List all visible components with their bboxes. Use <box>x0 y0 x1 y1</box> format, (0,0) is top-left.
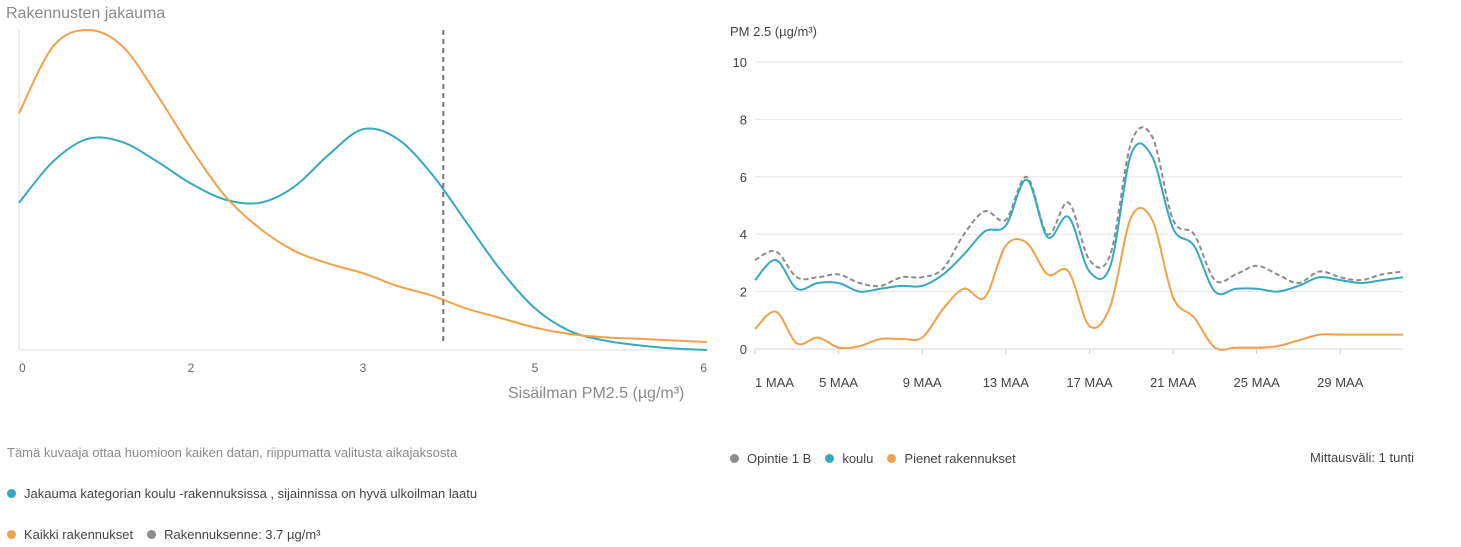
right-x-tick-label: 13 MAA <box>983 375 1030 390</box>
legend-row-2: Kaikki rakennukset Rakennuksenne: 3.7 µg… <box>7 527 334 542</box>
density-line-orange <box>18 28 708 343</box>
left-x-tick-label: 3 <box>360 361 367 375</box>
teal-dot-icon <box>825 454 835 463</box>
right-y-tick-label: 2 <box>740 285 747 300</box>
legend-series-a[interactable]: Jakauma kategorian koulu -rakennuksissa … <box>7 486 477 501</box>
right-x-tick-label: 25 MAA <box>1234 375 1281 390</box>
right-x-tick-label: 17 MAA <box>1066 375 1113 390</box>
right-legend: Opintie 1 B koulu Pienet rakennukset <box>730 451 1030 466</box>
density-line-teal <box>18 127 708 351</box>
legend-s3-label: Pienet rakennukset <box>904 451 1016 466</box>
distribution-chart: 0 2 3 5 6 <box>18 28 708 375</box>
orange-dot-icon <box>7 530 16 539</box>
right-x-tick-label: 5 MAA <box>819 375 858 390</box>
pm25-timeseries-chart: PM 2.5 (µg/m³) 0 2 4 6 8 10 1 MAA 5 MAA 9 MAA 13… <box>730 24 1404 390</box>
left-x-axis-title: Sisäilman PM2.5 (µg/m³) <box>508 385 685 402</box>
left-x-tick-label: 5 <box>532 361 539 375</box>
left-x-tick-label: 2 <box>188 361 195 375</box>
orange-dot-icon <box>887 454 897 463</box>
right-x-tick-label: 21 MAA <box>1150 375 1197 390</box>
legend-s2-label: koulu <box>842 451 874 466</box>
teal-dot-icon <box>7 489 16 498</box>
left-chart-title: Rakennusten jakauma <box>6 5 166 22</box>
legend-series-a-label: Jakauma kategorian koulu -rakennuksissa … <box>24 486 478 501</box>
legend-series-b[interactable]: Kaikki rakennukset <box>7 527 133 542</box>
right-y-tick-label: 4 <box>740 227 747 242</box>
right-y-axis-title: PM 2.5 (µg/m³) <box>730 24 817 39</box>
legend-series-b-label: Kaikki rakennukset <box>24 527 134 542</box>
legend-marker-label: Rakennuksenne: 3.7 µg/m³ <box>164 527 321 542</box>
legend-marker[interactable]: Rakennuksenne: 3.7 µg/m³ <box>147 527 320 542</box>
legend-s1-label: Opintie 1 B <box>747 451 812 466</box>
right-y-tick-label: 10 <box>733 55 747 70</box>
left-x-tick-label: 0 <box>19 361 26 375</box>
series-line-orange <box>754 207 1403 351</box>
legend-s3[interactable]: Pienet rakennukset <box>887 451 1016 466</box>
legend-s2[interactable]: koulu <box>825 451 873 466</box>
right-x-tick-label: 1 MAA <box>755 375 794 390</box>
legend-s1[interactable]: Opintie 1 B <box>730 451 811 466</box>
data-scope-note: Tämä kuvaaja ottaa huomioon kaiken datan… <box>7 445 458 460</box>
series-line-gray <box>754 126 1404 288</box>
left-x-tick-label: 6 <box>700 361 707 375</box>
series-line-teal <box>754 142 1404 296</box>
right-y-tick-label: 0 <box>740 342 747 357</box>
right-y-tick-label: 6 <box>740 170 747 185</box>
gray-dot-icon <box>730 454 739 463</box>
right-x-tick-label: 29 MAA <box>1317 375 1364 390</box>
right-y-tick-label: 8 <box>740 112 747 127</box>
measurement-interval: Mittausväli: 1 tunti <box>1310 450 1415 465</box>
gray-dot-icon <box>147 530 157 539</box>
right-x-tick-label: 9 MAA <box>903 375 942 390</box>
